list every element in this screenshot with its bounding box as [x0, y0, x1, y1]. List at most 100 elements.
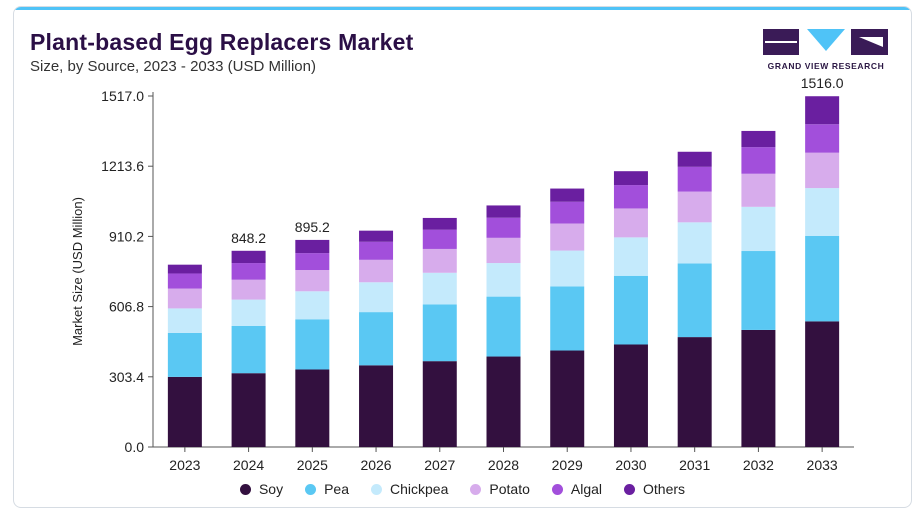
bar-segment-pea: [422, 304, 457, 362]
y-tick-label: 606.8: [109, 299, 144, 315]
bar-segment-pea: [295, 319, 330, 370]
bar-segment-chickpea: [805, 188, 840, 236]
bar-segment-soy: [231, 373, 266, 447]
bar-total-label: 848.2: [231, 230, 266, 246]
bar-segment-chickpea: [613, 237, 648, 276]
legend-label: Soy: [258, 481, 284, 497]
bar-segment-chickpea: [550, 250, 585, 287]
chart-title: Plant-based Egg Replacers Market: [30, 29, 414, 55]
bar-segment-potato: [741, 173, 776, 207]
bar-segment-others: [805, 96, 840, 125]
bar-segment-pea: [486, 296, 521, 357]
bar-segment-algal: [805, 124, 840, 153]
bar-segment-pea: [167, 332, 202, 377]
bar-segment-chickpea: [677, 222, 712, 264]
x-tick-label: 2031: [679, 457, 710, 473]
bar-segment-others: [167, 264, 202, 274]
x-tick-label: 2033: [807, 457, 838, 473]
bar-segment-soy: [167, 376, 202, 447]
y-tick-label: 0.0: [125, 439, 145, 455]
legend-label: Potato: [489, 481, 530, 497]
x-tick-label: 2024: [233, 457, 264, 473]
bar-segment-algal: [550, 201, 585, 224]
bar-segment-potato: [677, 191, 712, 223]
bar-segment-algal: [613, 185, 648, 209]
bar-segment-potato: [486, 237, 521, 264]
chart-card: Plant-based Egg Replacers Market Size, b…: [13, 6, 912, 508]
x-tick-label: 2029: [552, 457, 583, 473]
accent-bar: [14, 7, 911, 10]
bar-segment-chickpea: [486, 263, 521, 297]
logo-mark-icon: [763, 29, 888, 55]
bar-segment-pea: [550, 286, 585, 351]
x-tick-label: 2023: [169, 457, 200, 473]
bar-segment-algal: [167, 273, 202, 289]
bar-segment-pea: [231, 325, 266, 374]
bar-segment-others: [359, 230, 394, 242]
y-axis-title: Market Size (USD Million): [70, 197, 85, 346]
legend-item-chickpea: Chickpea: [371, 481, 448, 497]
bar-segment-algal: [741, 147, 776, 174]
bar-segment-potato: [422, 248, 457, 273]
bar-segment-chickpea: [167, 308, 202, 333]
bar-segment-soy: [359, 365, 394, 447]
bar-segment-algal: [231, 263, 266, 280]
chart-subtitle: Size, by Source, 2023 - 2033 (USD Millio…: [30, 58, 316, 75]
legend-label: Pea: [324, 481, 350, 497]
y-tick-label: 910.2: [109, 228, 144, 244]
bar-segment-chickpea: [231, 299, 266, 326]
bar-segment-potato: [295, 269, 330, 292]
bar-segment-algal: [486, 217, 521, 238]
legend-swatch-icon: [239, 483, 251, 495]
y-tick-label: 1213.6: [101, 158, 144, 174]
legend-item-soy: Soy: [239, 481, 284, 497]
legend-item-pea: Pea: [305, 481, 349, 497]
bar-segment-chickpea: [422, 272, 457, 305]
bar-segment-pea: [741, 251, 776, 330]
bar-segment-soy: [422, 361, 457, 447]
brand-logo: GRAND VIEW RESEARCH: [763, 29, 889, 79]
legend-label: Others: [643, 481, 686, 497]
legend-item-potato: Potato: [470, 481, 530, 497]
x-tick-label: 2027: [424, 457, 455, 473]
bar-segment-chickpea: [359, 282, 394, 313]
bar-segment-potato: [550, 223, 585, 251]
y-tick-label: 303.4: [109, 369, 144, 385]
bar-segment-others: [613, 171, 648, 186]
legend-swatch-icon: [371, 483, 383, 495]
bar-segment-others: [741, 130, 776, 148]
legend-label: Chickpea: [390, 481, 449, 497]
bar-segment-pea: [677, 263, 712, 338]
legend-swatch-icon: [624, 483, 636, 495]
x-tick-label: 2028: [488, 457, 519, 473]
legend-swatch-icon: [470, 483, 482, 495]
bar-segment-chickpea: [741, 206, 776, 252]
bar-segment-chickpea: [295, 291, 330, 320]
bar-segment-others: [486, 205, 521, 218]
bar-total-label: 1516.0: [801, 75, 844, 91]
x-tick-label: 2032: [743, 457, 774, 473]
y-tick-label: 1517.0: [101, 88, 144, 104]
bar-segment-pea: [805, 235, 840, 322]
bar-segment-others: [677, 151, 712, 167]
bar-segment-algal: [295, 253, 330, 270]
bar-segment-potato: [167, 288, 202, 309]
chart-legend: Soy Pea Chickpea Potato Algal Others: [14, 481, 911, 497]
bar-segment-soy: [613, 344, 648, 447]
x-tick-label: 2025: [297, 457, 328, 473]
logo-text: GRAND VIEW RESEARCH: [767, 61, 885, 71]
legend-swatch-icon: [551, 483, 563, 495]
legend-item-others: Others: [624, 481, 685, 497]
bar-total-label: 895.2: [295, 219, 330, 235]
bar-segment-soy: [677, 337, 712, 447]
bar-segment-algal: [422, 229, 457, 249]
bar-segment-others: [422, 217, 457, 230]
bar-segment-algal: [677, 166, 712, 192]
legend-item-algal: Algal: [551, 481, 602, 497]
x-tick-label: 2026: [360, 457, 391, 473]
bar-segment-pea: [613, 275, 648, 345]
legend-swatch-icon: [305, 483, 317, 495]
bar-segment-soy: [805, 321, 840, 447]
bar-segment-potato: [231, 279, 266, 300]
bar-segment-others: [295, 239, 330, 254]
